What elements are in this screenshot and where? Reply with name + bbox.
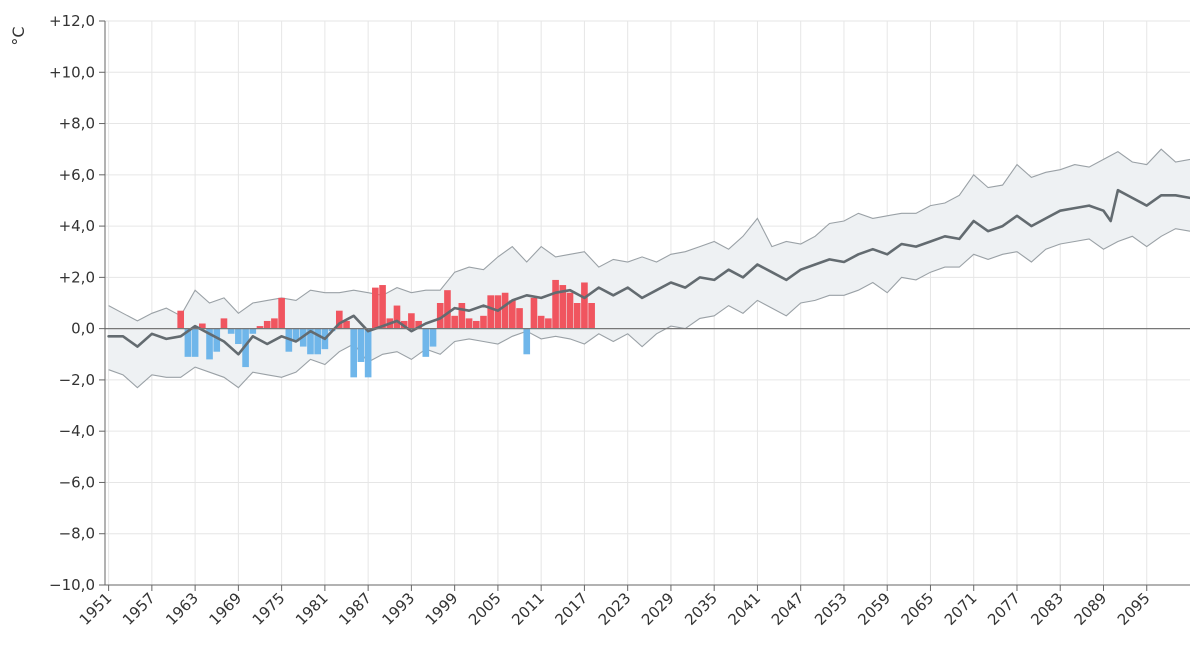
y-axis-ticks: −10,0 −8,0 −6,0 −4,0 −2,0 0,0 +2,0 +4,0 +6,0 +8,0…: [49, 12, 105, 594]
x-tick-label: 1969: [205, 589, 245, 629]
x-tick-label: 2053: [811, 589, 851, 629]
y-tick-label: −2,0: [59, 371, 95, 389]
x-tick-label: 2065: [898, 589, 938, 629]
x-tick-label: 2095: [1114, 589, 1154, 629]
positive-anomaly-bar: [501, 292, 509, 329]
y-tick-label: −8,0: [59, 525, 95, 543]
x-tick-label: 2077: [984, 589, 1024, 629]
x-tick-label: 2059: [854, 589, 894, 629]
positive-anomaly-bar: [379, 285, 386, 329]
y-tick-label: +4,0: [59, 217, 95, 235]
y-tick-label: −6,0: [59, 473, 95, 491]
positive-anomaly-bar: [566, 292, 574, 329]
y-tick-label: +12,0: [49, 12, 95, 30]
y-tick-label: +8,0: [59, 115, 95, 133]
positive-anomaly-bar: [559, 285, 567, 329]
positive-anomaly-bar: [545, 318, 552, 329]
negative-anomaly-bar: [213, 328, 221, 352]
positive-anomaly-bar: [436, 303, 444, 329]
x-tick-label: 1999: [422, 589, 462, 629]
negative-anomaly-bar: [350, 328, 358, 378]
x-tick-label: 2023: [595, 589, 635, 629]
negative-anomaly-bar: [314, 328, 321, 355]
y-axis-unit-label: °C: [9, 26, 28, 45]
positive-anomaly-bar: [530, 297, 538, 329]
negative-anomaly-bar: [422, 328, 430, 357]
mean-line-path: [107, 188, 1190, 356]
positive-anomaly-bar: [451, 315, 458, 329]
projection-mean-line: [107, 188, 1190, 356]
positive-anomaly-bar: [552, 279, 559, 329]
x-tick-label: 2035: [681, 589, 721, 629]
negative-anomaly-bar: [523, 328, 531, 355]
band-fill: [108, 149, 1190, 388]
negative-anomaly-bar: [242, 328, 249, 368]
positive-anomaly-bar: [393, 305, 401, 329]
positive-anomaly-bar: [220, 318, 228, 329]
positive-anomaly-bar: [573, 303, 581, 329]
projection-range-band: [108, 148, 1190, 389]
x-tick-label: 2011: [508, 589, 548, 629]
positive-anomaly-bar: [480, 315, 487, 329]
x-tick-label: 2017: [552, 589, 592, 629]
negative-anomaly-bar: [227, 328, 235, 334]
positive-anomaly-bar: [465, 318, 473, 329]
y-tick-label: −10,0: [49, 576, 95, 594]
x-tick-label: 2047: [768, 589, 808, 629]
x-tick-label: 2083: [1027, 589, 1067, 629]
negative-anomaly-bar: [307, 328, 314, 355]
y-tick-label: 0,0: [71, 320, 95, 338]
x-tick-label: 1957: [119, 589, 159, 629]
negative-anomaly-bar: [191, 328, 199, 357]
positive-anomaly-bar: [408, 313, 415, 329]
positive-anomaly-bar: [335, 310, 343, 329]
positive-anomaly-bar: [278, 297, 285, 329]
negative-anomaly-bar: [364, 328, 372, 378]
negative-anomaly-bar: [206, 328, 213, 360]
x-tick-label: 1975: [249, 589, 289, 629]
positive-anomaly-bar: [271, 318, 278, 329]
positive-anomaly-bar: [581, 282, 588, 329]
positive-anomaly-bar: [343, 320, 350, 329]
positive-anomaly-bar: [509, 300, 516, 329]
x-tick-label: 2029: [638, 589, 678, 629]
negative-anomaly-bar: [292, 328, 300, 342]
x-tick-label: 1981: [292, 589, 332, 629]
negative-anomaly-bar: [357, 328, 365, 362]
positive-anomaly-bar: [537, 315, 545, 329]
positive-anomaly-bar: [444, 290, 451, 329]
negative-anomaly-bar: [429, 328, 437, 347]
x-tick-label: 1951: [76, 589, 116, 629]
band-lower-edge: [108, 228, 1190, 389]
x-tick-label: 2005: [465, 589, 505, 629]
y-tick-label: +6,0: [59, 166, 95, 184]
positive-anomaly-bar: [487, 295, 495, 329]
y-tick-label: +2,0: [59, 268, 95, 286]
negative-anomaly-bar: [249, 328, 257, 334]
negative-anomaly-bar: [235, 328, 242, 345]
y-tick-label: +10,0: [49, 63, 95, 81]
x-tick-label: 2089: [1071, 589, 1111, 629]
positive-anomaly-bar: [458, 303, 466, 329]
x-axis-ticks: 1951 1957 1963 1969 1975 1981 1987 1993 1999 2005…: [76, 585, 1154, 629]
x-tick-label: 1987: [335, 589, 375, 629]
negative-anomaly-bar: [184, 328, 192, 357]
x-tick-label: 1963: [162, 589, 202, 629]
y-tick-label: −4,0: [59, 422, 95, 440]
positive-anomaly-bar: [472, 320, 480, 329]
positive-anomaly-bar: [256, 326, 264, 329]
positive-anomaly-bar: [177, 310, 185, 329]
positive-anomaly-bar: [415, 320, 422, 329]
band-upper-edge: [108, 148, 1190, 322]
positive-anomaly-bar: [263, 320, 271, 329]
positive-anomaly-bar: [588, 303, 595, 329]
positive-anomaly-bar: [199, 323, 206, 329]
axes: [104, 21, 1190, 586]
positive-anomaly-bar: [372, 287, 379, 329]
positive-anomaly-bar: [516, 308, 523, 329]
x-tick-label: 1993: [378, 589, 418, 629]
x-tick-label: 2071: [941, 589, 981, 629]
x-tick-label: 2041: [725, 589, 765, 629]
